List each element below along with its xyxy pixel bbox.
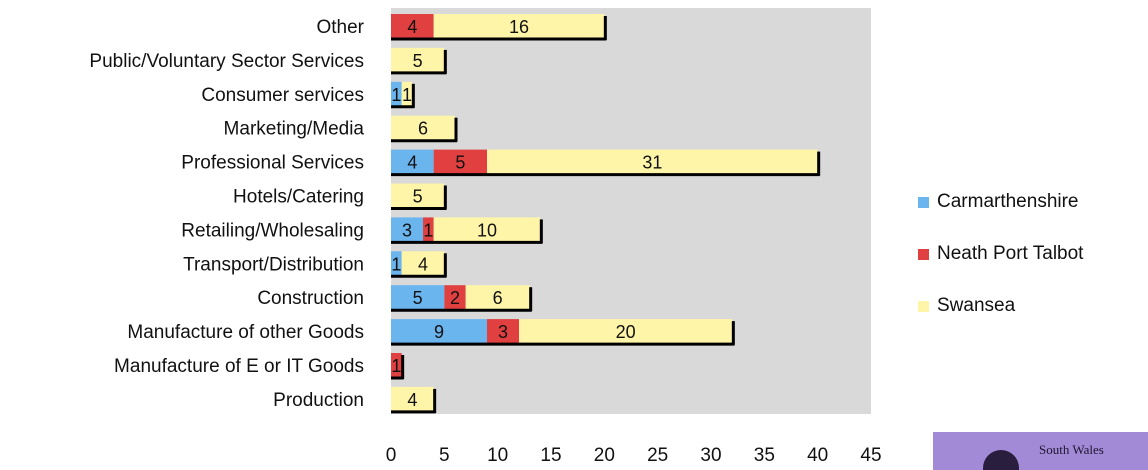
x-tick-label-15: 15: [540, 445, 561, 466]
bar-neath-port-talbot-construction: [444, 285, 466, 310]
x-tick-label-10: 10: [487, 445, 508, 466]
bar-swansea-consumer-services: [401, 81, 413, 106]
bar-neath-port-talbot-retailing-wholesaling: [423, 217, 434, 242]
data-label-carmarthenshire-consumer-services: 1: [391, 85, 401, 105]
category-label-public-voluntary-sector-services: Public/Voluntary Sector Services: [89, 51, 364, 72]
bar-neath-port-talbot-manufacture-of-other-goods: [487, 319, 519, 344]
logo-mark-icon: [983, 450, 1019, 470]
data-label-swansea-transport-distribution: 4: [418, 254, 428, 274]
logo-text: South Wales: [1039, 442, 1104, 457]
x-tick-label-0: 0: [386, 445, 397, 466]
data-label-swansea-professional-services: 31: [642, 153, 662, 173]
bar-neath-port-talbot-manufacture-of-e-or-it-goods: [391, 353, 402, 377]
data-label-swansea-hotels-catering: 5: [413, 187, 423, 207]
bar-swansea-professional-services: [487, 149, 818, 174]
data-label-swansea-manufacture-of-other-goods: 20: [616, 322, 636, 342]
data-label-carmarthenshire-transport-distribution: 1: [391, 254, 401, 274]
category-label-other: Other: [316, 17, 364, 38]
data-label-swansea-public-voluntary-sector-services: 5: [413, 51, 423, 71]
plot-area: [391, 8, 871, 414]
bar-swansea-construction: [465, 285, 530, 310]
data-label-swansea-construction: 6: [493, 288, 503, 308]
x-tick-label-45: 45: [860, 445, 881, 466]
data-label-neath-port-talbot-manufacture-of-e-or-it-goods: 1: [391, 356, 401, 376]
bar-carmarthenshire-construction: [391, 285, 445, 310]
category-label-manufacture-of-other-goods: Manufacture of other Goods: [127, 322, 364, 343]
category-label-consumer-services: Consumer services: [201, 85, 364, 106]
x-tick-label-5: 5: [439, 445, 450, 466]
legend-item-neath-port-talbot: Neath Port Talbot: [918, 228, 1083, 280]
category-label-construction: Construction: [257, 288, 364, 309]
legend-swatch-swansea: [918, 300, 929, 312]
bar-carmarthenshire-consumer-services: [391, 81, 402, 106]
data-label-carmarthenshire-construction: 5: [413, 288, 423, 308]
bar-swansea-manufacture-of-other-goods: [519, 319, 733, 344]
x-tick-label-40: 40: [807, 445, 828, 466]
legend-swatch-carmarthenshire: [918, 196, 929, 208]
data-label-swansea-production: 4: [407, 390, 417, 410]
bar-swansea-production: [391, 386, 434, 411]
data-label-carmarthenshire-professional-services: 4: [407, 153, 417, 173]
bar-swansea-hotels-catering: [391, 183, 445, 208]
bar-swansea-retailing-wholesaling: [433, 217, 541, 242]
bar-swansea-marketing-media: [391, 115, 455, 140]
data-label-carmarthenshire-manufacture-of-other-goods: 9: [434, 322, 444, 342]
category-label-transport-distribution: Transport/Distribution: [183, 254, 364, 275]
category-label-retailing-wholesaling: Retailing/Wholesaling: [181, 220, 364, 241]
bar-neath-port-talbot-professional-services: [433, 149, 487, 174]
x-axis-tick-labels: 0 5 10 15 20 25 30 35 40 45: [386, 445, 882, 466]
south-wales-logo: South Wales: [933, 432, 1148, 470]
category-label-professional-services: Professional Services: [181, 153, 364, 174]
data-label-neath-port-talbot-other: 4: [407, 17, 417, 37]
category-label-manufacture-of-e-or-it-goods: Manufacture of E or IT Goods: [114, 356, 364, 377]
x-tick-label-25: 25: [647, 445, 668, 466]
bar-carmarthenshire-transport-distribution: [391, 251, 402, 276]
data-label-carmarthenshire-retailing-wholesaling: 3: [402, 220, 412, 240]
bar-swansea-transport-distribution: [401, 251, 445, 276]
x-tick-label-35: 35: [754, 445, 775, 466]
data-label-neath-port-talbot-retailing-wholesaling: 1: [423, 220, 433, 240]
data-label-swansea-retailing-wholesaling: 10: [477, 220, 497, 240]
data-label-neath-port-talbot-construction: 2: [450, 288, 460, 308]
data-label-swansea-other: 16: [509, 17, 529, 37]
legend-item-swansea: Swansea: [918, 280, 1083, 332]
legend-label-neath-port-talbot: Neath Port Talbot: [937, 243, 1084, 264]
legend-swatch-neath-port-talbot: [918, 248, 929, 260]
category-labels: Other Public/Voluntary Sector Services Con…: [89, 17, 364, 411]
legend-label-swansea: Swansea: [937, 295, 1016, 316]
legend: Carmarthenshire Neath Port Talbot Swanse…: [918, 176, 1083, 332]
data-label-swansea-marketing-media: 6: [418, 119, 428, 139]
bar-swansea-public-voluntary-sector-services: [391, 47, 445, 72]
category-label-production: Production: [273, 390, 364, 411]
bar-carmarthenshire-retailing-wholesaling: [391, 217, 423, 242]
legend-label-carmarthenshire: Carmarthenshire: [937, 191, 1079, 212]
data-label-swansea-consumer-services: 1: [402, 85, 412, 105]
category-label-marketing-media: Marketing/Media: [224, 119, 365, 140]
bar-neath-port-talbot-other: [391, 14, 434, 38]
category-label-hotels-catering: Hotels/Catering: [233, 187, 364, 208]
data-label-neath-port-talbot-manufacture-of-other-goods: 3: [498, 322, 508, 342]
x-tick-label-20: 20: [594, 445, 615, 466]
legend-item-carmarthenshire: Carmarthenshire: [918, 176, 1083, 228]
bar-carmarthenshire-professional-services: [391, 149, 434, 174]
data-label-neath-port-talbot-professional-services: 5: [455, 153, 465, 173]
x-tick-label-30: 30: [700, 445, 721, 466]
bar-carmarthenshire-manufacture-of-other-goods: [391, 319, 487, 344]
bar-swansea-other: [433, 14, 605, 38]
